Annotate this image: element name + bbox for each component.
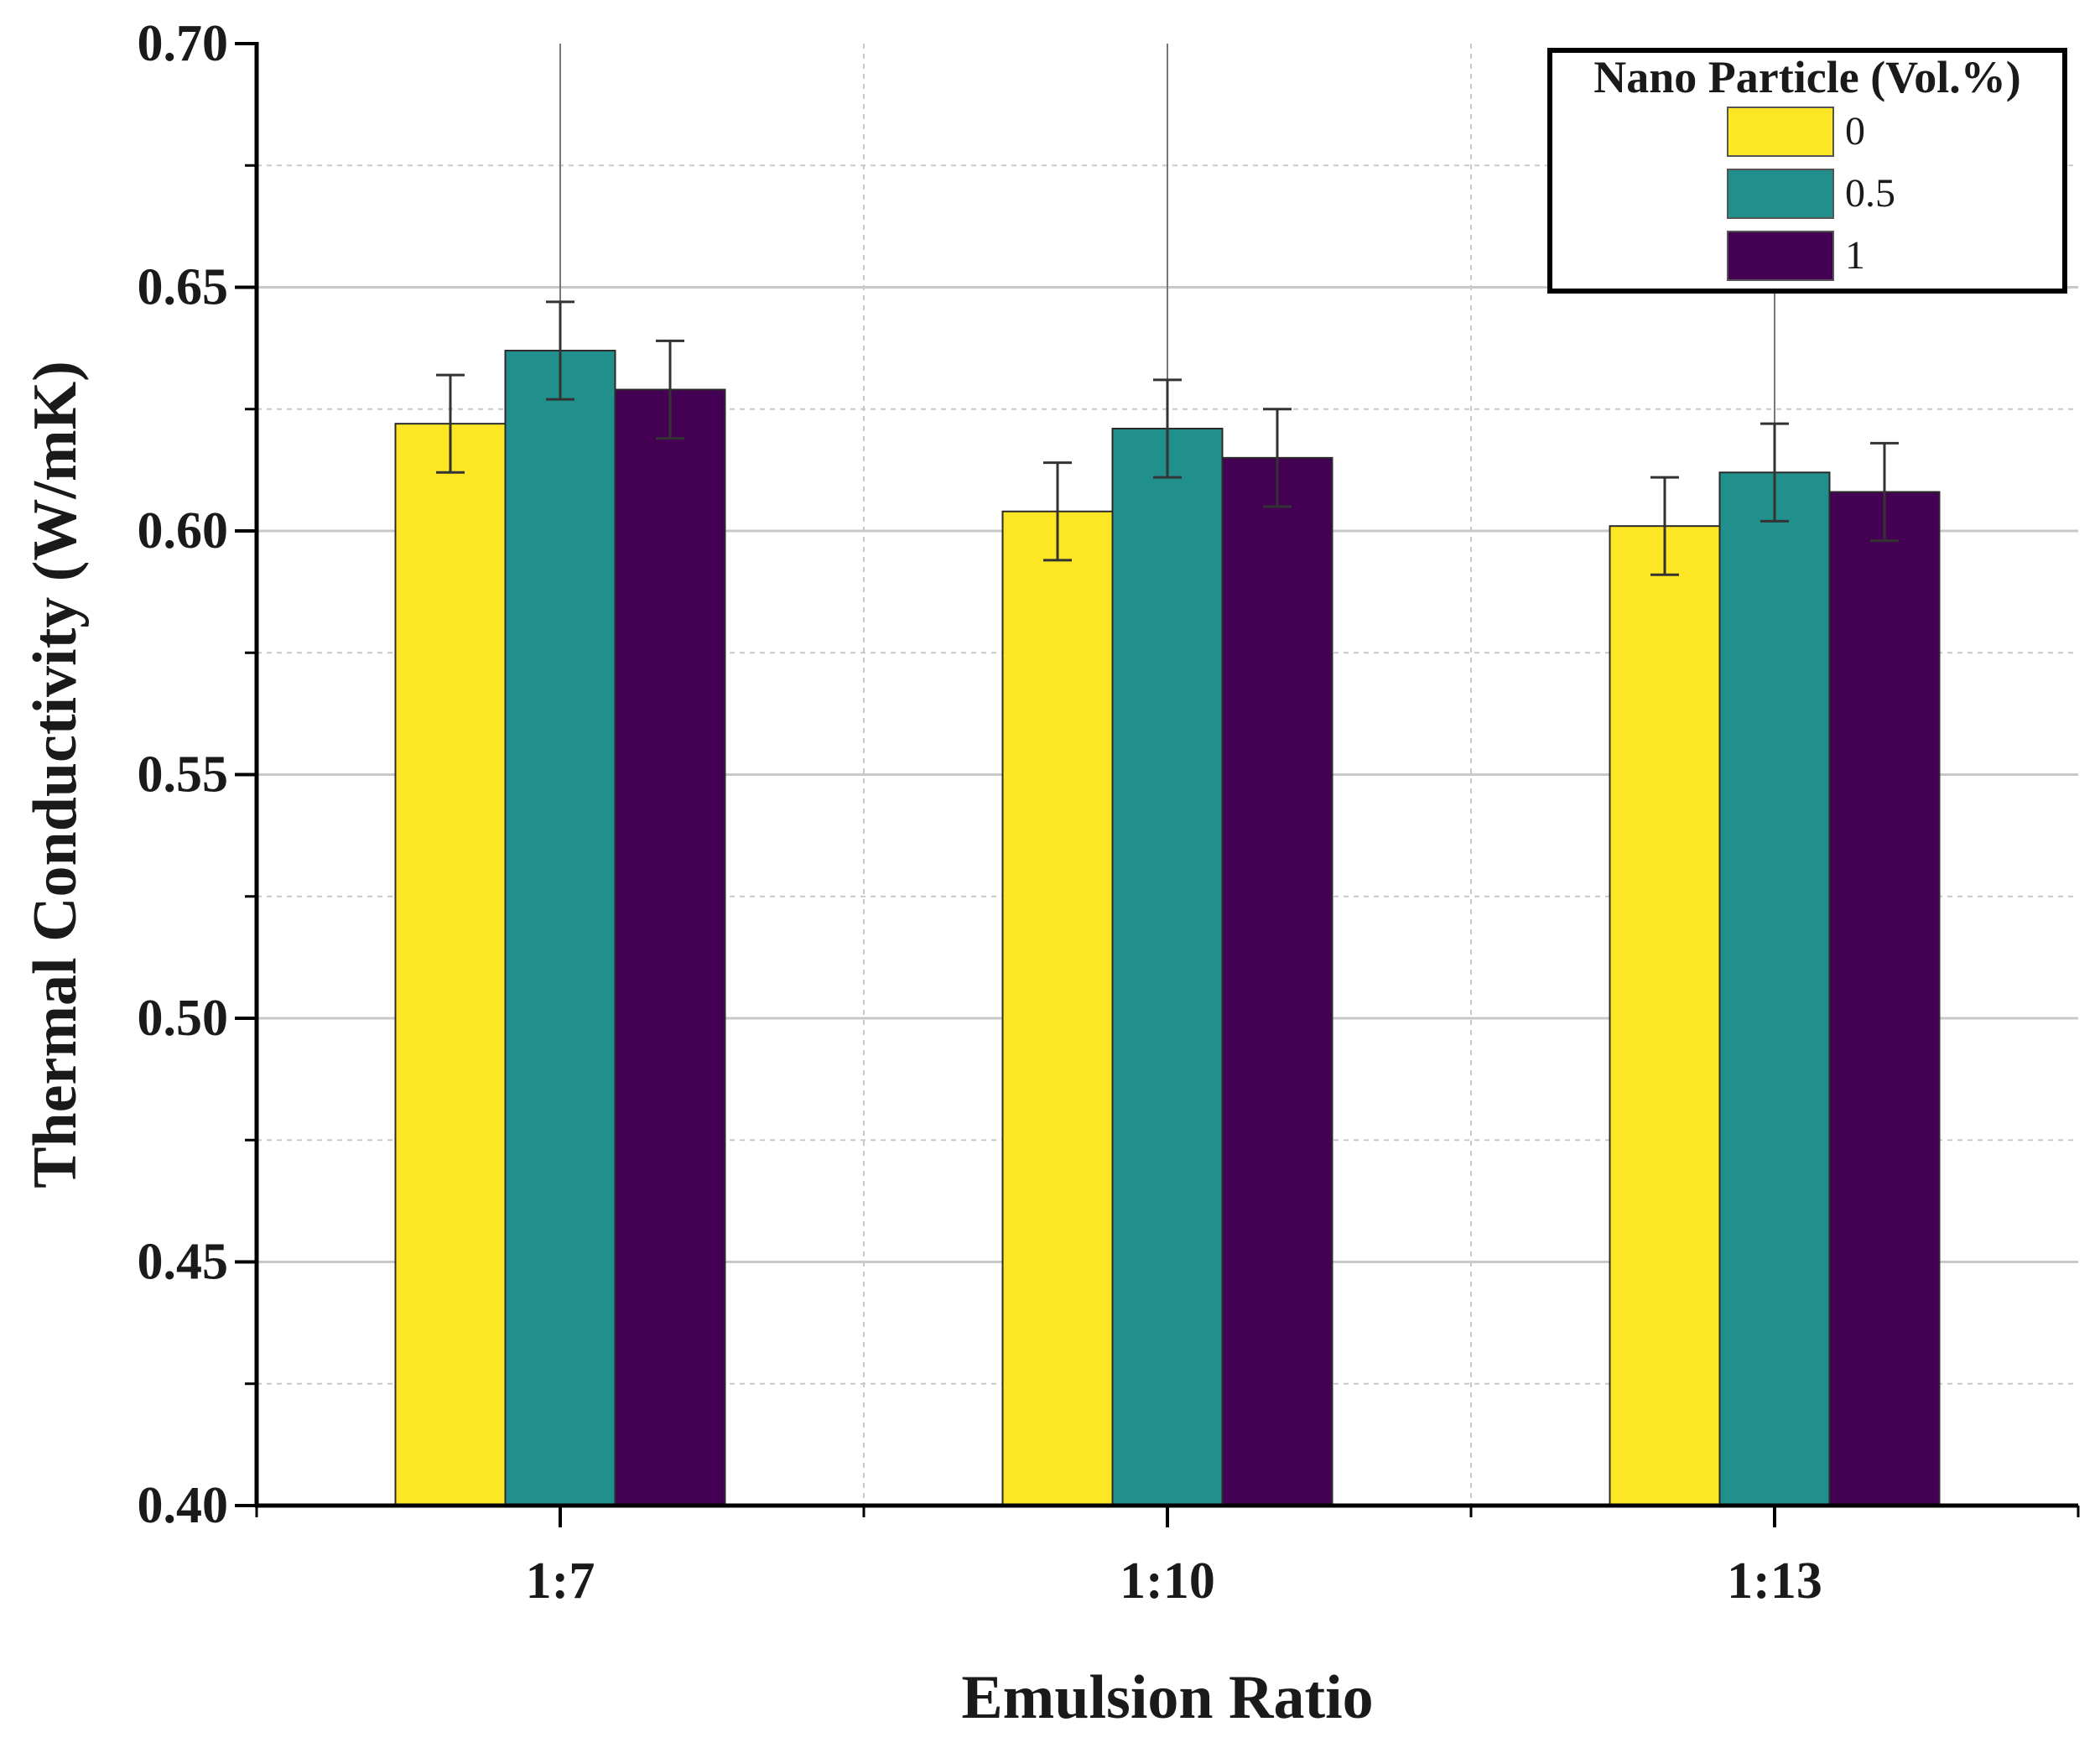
legend-label: 0 — [1845, 109, 1865, 153]
bar-1-1-10 — [1221, 456, 1333, 1506]
bar-0-5-1-10 — [1111, 427, 1224, 1506]
legend-swatch — [1727, 169, 1834, 219]
legend-swatch — [1727, 107, 1834, 157]
y-tick-label: 0.45 — [138, 1234, 229, 1291]
legend-label: 0.5 — [1845, 171, 1895, 216]
legend: Nano Particle (Vol.%) 00.51 — [1547, 48, 2067, 294]
bar-0-5-1-13 — [1718, 471, 1831, 1506]
tick-labels: 0.40 0.45 0.50 0.55 0.60 0.65 0.70 1:7 1:10 1:13 — [138, 15, 1822, 1610]
bar-1-1-7 — [614, 388, 726, 1506]
bar-0-5-1-7 — [504, 350, 616, 1506]
axes — [235, 42, 2080, 1527]
y-axis-title: Thermal Conductivity (W/mK) — [21, 361, 90, 1189]
x-tick-label: 1:7 — [526, 1553, 595, 1610]
bar-0-1-10 — [1001, 510, 1114, 1506]
legend-label: 1 — [1845, 233, 1865, 278]
x-axis-title: Emulsion Ratio — [961, 1663, 1373, 1732]
legend-title: Nano Particle (Vol.%) — [1593, 52, 2020, 102]
legend-swatch — [1727, 231, 1834, 281]
bar-0-1-7 — [394, 423, 507, 1506]
x-tick-label: 1:13 — [1727, 1553, 1822, 1610]
bars — [394, 350, 1941, 1507]
y-tick-label: 0.50 — [138, 990, 229, 1047]
y-tick-label: 0.65 — [138, 259, 229, 316]
y-tick-label: 0.40 — [138, 1477, 229, 1534]
y-tick-label: 0.60 — [138, 502, 229, 559]
y-tick-label: 0.55 — [138, 746, 229, 804]
bar-1-1-13 — [1828, 491, 1941, 1506]
x-tick-label: 1:10 — [1120, 1553, 1215, 1610]
error-bars — [436, 300, 1899, 576]
legend-items: 00.51 — [1727, 107, 1895, 281]
bar-0-1-13 — [1609, 525, 1721, 1507]
y-tick-label: 0.70 — [138, 15, 229, 72]
